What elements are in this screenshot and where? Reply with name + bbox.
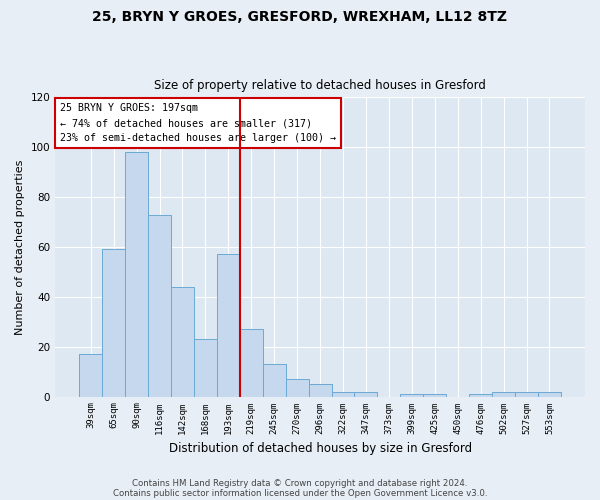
Title: Size of property relative to detached houses in Gresford: Size of property relative to detached ho… <box>154 79 486 92</box>
Bar <box>308 384 332 396</box>
Bar <box>125 152 148 396</box>
Text: Contains public sector information licensed under the Open Government Licence v3: Contains public sector information licen… <box>113 488 487 498</box>
Bar <box>263 364 286 396</box>
Text: 25 BRYN Y GROES: 197sqm
← 74% of detached houses are smaller (317)
23% of semi-d: 25 BRYN Y GROES: 197sqm ← 74% of detache… <box>61 104 337 143</box>
Bar <box>217 254 240 396</box>
Text: Contains HM Land Registry data © Crown copyright and database right 2024.: Contains HM Land Registry data © Crown c… <box>132 478 468 488</box>
Bar <box>423 394 446 396</box>
Bar <box>469 394 492 396</box>
Bar <box>515 392 538 396</box>
Bar <box>148 214 171 396</box>
Bar <box>240 329 263 396</box>
X-axis label: Distribution of detached houses by size in Gresford: Distribution of detached houses by size … <box>169 442 472 455</box>
Bar <box>79 354 102 397</box>
Bar <box>102 250 125 396</box>
Bar <box>492 392 515 396</box>
Bar <box>171 287 194 397</box>
Bar <box>355 392 377 396</box>
Bar <box>538 392 561 396</box>
Bar <box>332 392 355 396</box>
Bar <box>194 339 217 396</box>
Text: 25, BRYN Y GROES, GRESFORD, WREXHAM, LL12 8TZ: 25, BRYN Y GROES, GRESFORD, WREXHAM, LL1… <box>92 10 508 24</box>
Y-axis label: Number of detached properties: Number of detached properties <box>15 160 25 334</box>
Bar <box>400 394 423 396</box>
Bar <box>286 379 308 396</box>
